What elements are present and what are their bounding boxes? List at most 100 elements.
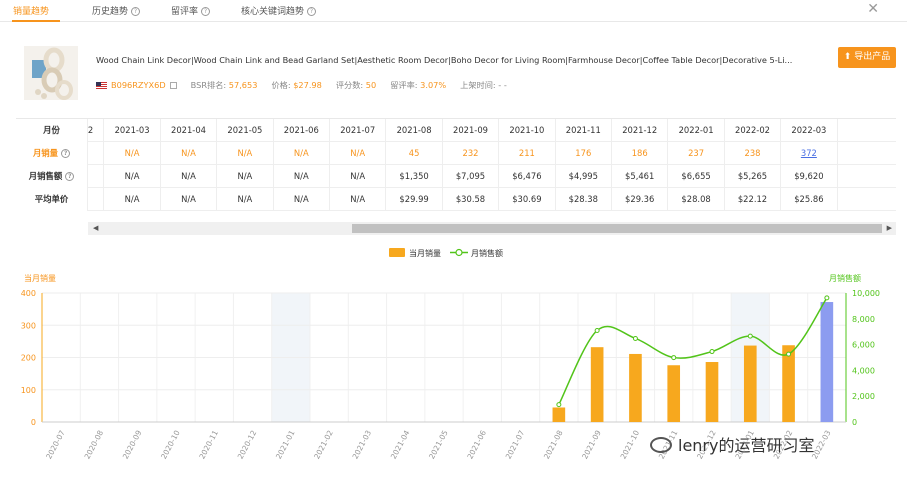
table-cell: 2021-06 (274, 119, 330, 142)
product-title[interactable]: Wood Chain Link Decor|Wood Chain Link an… (96, 55, 793, 65)
x-tick-label: 2021-10 (619, 429, 642, 461)
table-cell: 176 (556, 142, 612, 165)
help-icon: ? (201, 7, 211, 16)
table-cell: $30.69 (499, 188, 556, 211)
product-thumbnail (24, 46, 78, 100)
table-cell: 2021-05 (217, 119, 274, 142)
table-cell: 2021-08 (386, 119, 443, 142)
revenue-row: N/AN/AN/AN/AN/AN/AN/A$1,350$7,095$6,476$… (16, 165, 896, 188)
table-cell: $29.99 (386, 188, 443, 211)
scroll-right-icon[interactable]: ▶ (886, 224, 892, 232)
right-tick-label: 8,000 (852, 315, 875, 324)
revenue-point (709, 349, 715, 355)
table-cell: N/A (274, 188, 330, 211)
external-link-icon[interactable] (169, 82, 177, 89)
x-tick-label: 2020-08 (83, 429, 106, 461)
x-tick-label: 2021-08 (542, 429, 565, 461)
table-cell: N/A (217, 188, 274, 211)
left-tick-label: 200 (21, 354, 36, 363)
bar (743, 345, 757, 422)
x-tick-label: 2021-05 (427, 429, 450, 461)
x-tick-label: 2021-03 (351, 429, 374, 461)
table-cell: 2022-01 (668, 119, 725, 142)
left-tick-label: 400 (21, 289, 36, 298)
revenue-point (786, 351, 792, 357)
table-cell: 2021-07 (330, 119, 387, 142)
tab-sales-trend[interactable]: 销量趋势 (13, 7, 50, 17)
table-cell: $7,095 (443, 165, 500, 188)
right-tick-label: 2,000 (852, 392, 875, 401)
table-cell: $5,461 (612, 165, 669, 188)
scroll-left-icon[interactable]: ◀ (93, 224, 99, 232)
tab-review-rate[interactable]: 留评率? (171, 4, 211, 17)
table-cell: $4,995 (556, 165, 612, 188)
table-cell: $29.36 (612, 188, 669, 211)
table-cell: N/A (330, 188, 387, 211)
revenue-point (632, 335, 638, 341)
revenue-point (671, 355, 677, 361)
table-cell: 237 (668, 142, 725, 165)
row-label: 月销量? (16, 142, 88, 165)
month-row: 2021-012021-022021-032021-042021-052021-… (16, 119, 896, 142)
table-cell[interactable]: 372 (781, 142, 838, 165)
table-cell: $25.86 (781, 188, 838, 211)
tab-keyword-trend[interactable]: 核心关键词趋势? (241, 4, 317, 17)
asin-link[interactable]: B096RZYX6D (111, 80, 166, 90)
help-icon: ? (131, 7, 141, 16)
table-cell: N/A (161, 165, 218, 188)
help-icon: ? (65, 172, 75, 181)
table-cell: 232 (443, 142, 500, 165)
table-cell: 2022-02 (725, 119, 782, 142)
x-tick-label: 2020-07 (44, 429, 67, 461)
right-tick-label: 0 (852, 418, 857, 427)
x-tick-label: 2020-10 (159, 429, 182, 461)
table-cell: N/A (104, 142, 161, 165)
bar (782, 345, 795, 422)
scrollbar-thumb[interactable] (352, 224, 882, 233)
right-axis-title: 月销售额 (829, 274, 861, 283)
table-cell: $30.58 (443, 188, 500, 211)
export-product-button[interactable]: ⬆ 导出产品 (838, 47, 896, 68)
bsr-value: 57,653 (228, 80, 258, 90)
table-cell: $28.38 (556, 188, 612, 211)
table-cell: N/A (274, 165, 330, 188)
table-cell: N/A (274, 142, 330, 165)
left-tick-label: 0 (31, 418, 36, 427)
legend-item-revenue[interactable]: 月销售额 (450, 248, 503, 259)
bar (552, 407, 566, 422)
table-cell: 2021-10 (499, 119, 556, 142)
active-tab-indicator (12, 20, 60, 22)
table-cell: $6,476 (499, 165, 556, 188)
bar (705, 362, 719, 422)
right-tick-label: 4,000 (852, 366, 875, 375)
row-label: 月份 (16, 119, 88, 142)
table-cell: N/A (217, 165, 274, 188)
legend-item-sales[interactable]: 当月销量 (389, 248, 441, 259)
table-cell: 2021-03 (104, 119, 161, 142)
table-cell: N/A (217, 142, 274, 165)
table-cell: $22.12 (725, 188, 782, 211)
sales-row: N/AN/AN/AN/AN/AN/AN/A4523221117618623723… (16, 142, 896, 165)
table-cell: N/A (330, 165, 387, 188)
monthly-data-table: 2021-012021-022021-032021-042021-052021-… (16, 118, 896, 212)
revenue-point (824, 295, 830, 301)
revenue-point (747, 333, 753, 339)
tab-history-trend[interactable]: 历史趋势? (92, 4, 141, 17)
bar (820, 302, 834, 422)
x-tick-label: 2020-09 (121, 429, 144, 461)
bar-legend-icon (389, 248, 405, 257)
table-cell: $28.08 (668, 188, 725, 211)
left-tick-label: 300 (21, 321, 36, 330)
review-rate-value: 3.07% (420, 80, 447, 90)
table-horizontal-scrollbar[interactable]: ◀ ▶ (88, 222, 896, 235)
table-cell: 2021-11 (556, 119, 612, 142)
revenue-point (556, 402, 562, 408)
table-cell: N/A (104, 188, 161, 211)
close-icon[interactable]: ✕ (867, 1, 879, 17)
left-tick-label: 100 (21, 386, 36, 395)
wechat-icon (650, 437, 672, 453)
x-tick-label: 2021-07 (504, 429, 527, 461)
watermark: lenry的运营研习室 (650, 432, 814, 456)
help-icon: ? (61, 149, 71, 158)
